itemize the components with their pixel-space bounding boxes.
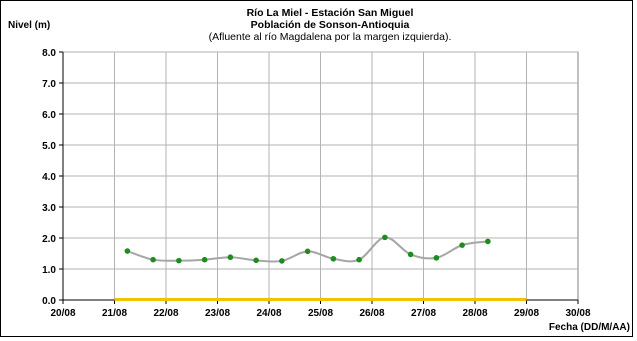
- data-point: [459, 242, 465, 248]
- x-tick-label: 28/08: [462, 308, 487, 319]
- chart-subtitle: Población de Sonson-Antioquia: [251, 19, 410, 31]
- series-layer: [124, 234, 491, 264]
- x-tick-label: 24/08: [256, 308, 281, 319]
- data-point: [356, 256, 362, 263]
- y-tick-labels: 0.0 1.0 2.0 3.0 4.0 5.0 6.0 7.0 8.0: [42, 48, 56, 307]
- data-point: [227, 254, 234, 261]
- x-tick-labels: 20/08 21/08 22/08 23/08 24/08 25/08 26/08 27/08…: [50, 308, 590, 319]
- data-point: [433, 255, 440, 261]
- x-tick-label: 20/08: [50, 308, 75, 319]
- x-tick-label: 25/08: [308, 308, 333, 319]
- x-tick-label: 30/08: [565, 308, 590, 319]
- data-point: [124, 248, 131, 254]
- data-point: [176, 257, 182, 264]
- x-tick-label: 22/08: [153, 308, 178, 319]
- chart-subtitle-2: (Afluente al río Magdalena por la margen…: [209, 31, 452, 43]
- y-tick-label: 2.0: [42, 234, 56, 245]
- x-axis-label: Fecha (DD/M/AA): [549, 322, 630, 333]
- data-point: [304, 248, 311, 255]
- y-tick-label: 3.0: [42, 203, 56, 214]
- grid: [63, 51, 578, 300]
- x-tick-label: 23/08: [205, 308, 230, 319]
- y-tick-label: 7.0: [42, 79, 56, 90]
- y-tick-label: 5.0: [42, 141, 56, 152]
- data-point: [279, 258, 285, 264]
- y-tick-label: 1.0: [42, 265, 56, 276]
- data-point: [201, 256, 208, 263]
- y-axis-label: Nivel (m): [8, 20, 50, 31]
- data-point: [407, 251, 414, 258]
- data-point: [330, 255, 337, 262]
- y-tick-label: 4.0: [42, 172, 56, 183]
- x-tick-label: 21/08: [102, 308, 127, 319]
- chart-title: Río La Miel - Estación San Miguel: [247, 7, 414, 19]
- x-tick-label: 29/08: [514, 308, 539, 319]
- x-tick-label: 26/08: [359, 308, 384, 319]
- data-point: [382, 234, 388, 241]
- x-tick-label: 27/08: [411, 308, 436, 319]
- axes: [59, 51, 579, 304]
- data-point: [485, 238, 491, 245]
- y-tick-label: 0.0: [42, 296, 56, 307]
- y-tick-label: 6.0: [42, 110, 56, 121]
- data-point: [253, 257, 259, 264]
- y-tick-label: 8.0: [42, 48, 56, 59]
- data-point: [150, 256, 156, 263]
